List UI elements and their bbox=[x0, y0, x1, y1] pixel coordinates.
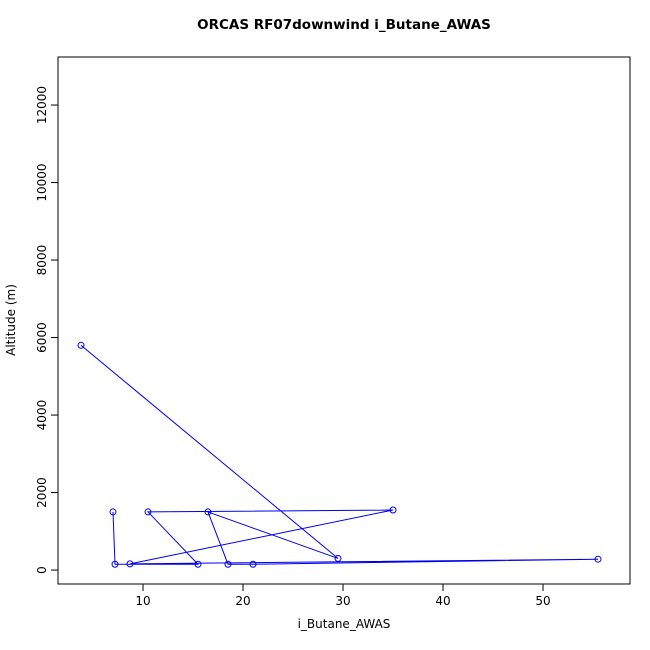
data-point bbox=[194, 560, 202, 568]
data-point bbox=[389, 506, 397, 514]
data-line bbox=[80, 344, 599, 565]
x-tick-label: 30 bbox=[335, 594, 350, 608]
chart-title: ORCAS RF07downwind i_Butane_AWAS bbox=[197, 17, 491, 33]
data-point bbox=[126, 560, 134, 568]
data-point bbox=[224, 560, 232, 568]
y-axis-label: Altitude (m) bbox=[4, 284, 18, 356]
plot-frame bbox=[57, 56, 631, 585]
data-point bbox=[111, 560, 119, 568]
data-point bbox=[204, 508, 212, 516]
data-point bbox=[249, 560, 257, 568]
y-tick-label: 12000 bbox=[35, 86, 49, 124]
x-tick-label: 50 bbox=[535, 594, 550, 608]
data-point bbox=[144, 508, 152, 516]
y-tick-label: 4000 bbox=[35, 400, 49, 431]
data-point bbox=[334, 554, 342, 562]
x-tick-label: 10 bbox=[135, 594, 150, 608]
y-tick-label: 0 bbox=[35, 566, 49, 574]
y-tick-label: 8000 bbox=[35, 245, 49, 276]
data-point bbox=[594, 555, 602, 563]
x-axis-label: i_Butane_AWAS bbox=[298, 617, 391, 631]
y-tick-label: 6000 bbox=[35, 322, 49, 353]
data-point bbox=[109, 508, 117, 516]
x-tick-label: 20 bbox=[235, 594, 250, 608]
data-point bbox=[77, 341, 85, 349]
x-tick-label: 40 bbox=[435, 594, 450, 608]
y-tick-label: 10000 bbox=[35, 163, 49, 201]
y-tick-label: 2000 bbox=[35, 477, 49, 508]
